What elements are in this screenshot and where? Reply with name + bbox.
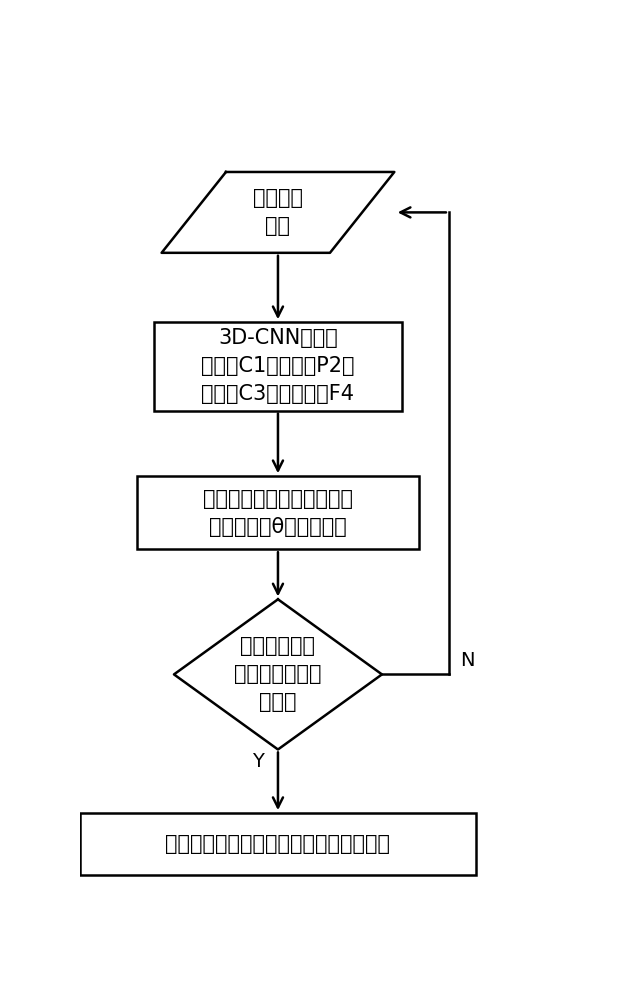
Text: 基于行为特征深度学习地表形变预测模型: 基于行为特征深度学习地表形变预测模型 (166, 834, 390, 854)
Text: 根据均方根误差损失函数寻
找最优参数θ并更新模型: 根据均方根误差损失函数寻 找最优参数θ并更新模型 (203, 489, 353, 537)
Text: 3D-CNN网络：
卷积层C1、池化层P2、
卷积层C3、全连接层F4: 3D-CNN网络： 卷积层C1、池化层P2、 卷积层C3、全连接层F4 (201, 328, 355, 404)
Text: 最大迭代次数
下精度是否达到
预设値: 最大迭代次数 下精度是否达到 预设値 (235, 636, 321, 712)
Text: 拟训练数
据集: 拟训练数 据集 (253, 188, 303, 236)
Text: Y: Y (252, 752, 264, 771)
Polygon shape (162, 172, 394, 253)
Bar (137, 476, 419, 549)
Text: N: N (460, 651, 475, 670)
Bar (154, 322, 402, 411)
Polygon shape (174, 599, 382, 749)
Bar (80, 813, 476, 875)
